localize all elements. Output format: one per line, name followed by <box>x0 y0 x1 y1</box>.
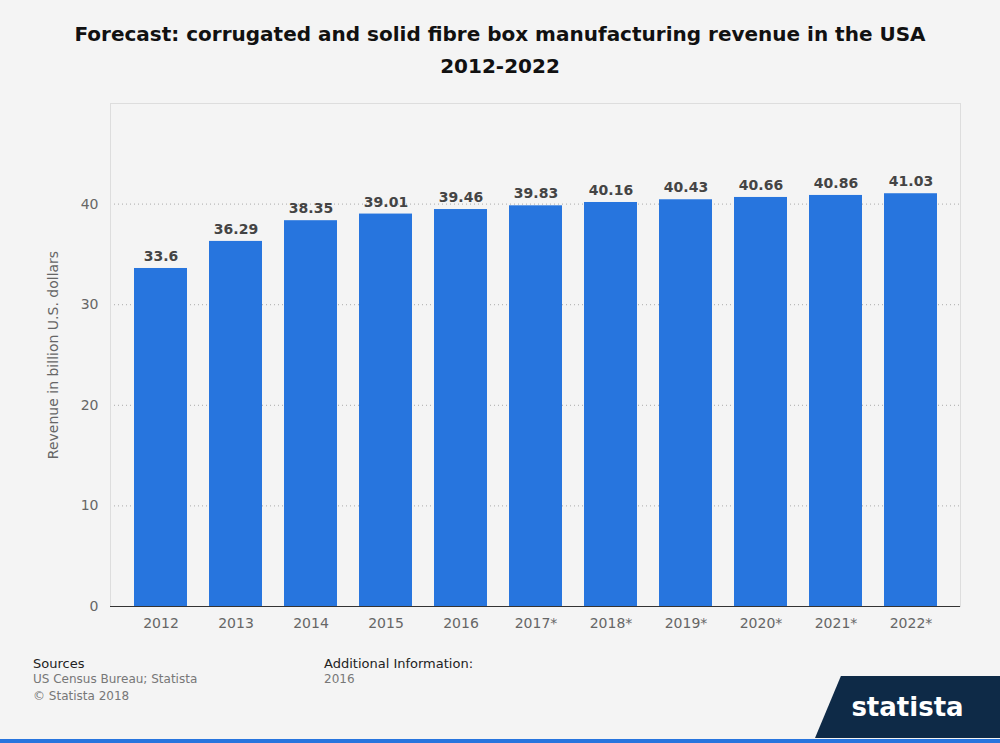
svg-text:33.6: 33.6 <box>144 248 179 264</box>
html-text:US Census Bureau; Statista: US Census Bureau; Statista <box>33 672 198 686</box>
svg-text:2018*: 2018* <box>590 615 633 631</box>
svg-text:20: 20 <box>81 397 99 413</box>
html-text:Additional Information:: Additional Information: <box>324 656 473 671</box>
html-text:Sources: Sources <box>33 656 85 671</box>
svg-text:10: 10 <box>81 497 99 513</box>
svg-text:40.86: 40.86 <box>814 175 858 191</box>
svg-text:40.66: 40.66 <box>739 177 783 193</box>
svg-text:38.35: 38.35 <box>289 200 333 216</box>
svg-text:2015: 2015 <box>368 615 404 631</box>
svg-text:2013: 2013 <box>218 615 254 631</box>
svg-text:2017*: 2017* <box>515 615 558 631</box>
svg-text:39.01: 39.01 <box>364 194 408 210</box>
svg-text:40.43: 40.43 <box>664 179 708 195</box>
svg-text:40: 40 <box>81 196 99 212</box>
svg-text:2022*: 2022* <box>890 615 933 631</box>
html-text:© Statista 2018: © Statista 2018 <box>33 689 130 703</box>
html-text:statista: statista <box>851 692 964 722</box>
svg-text:2019*: 2019* <box>665 615 708 631</box>
svg-text:39.46: 39.46 <box>439 189 483 205</box>
svg-text:30: 30 <box>81 296 99 312</box>
svg-text:0: 0 <box>90 598 99 614</box>
svg-text:39.83: 39.83 <box>514 185 558 201</box>
svg-text:2020*: 2020* <box>740 615 783 631</box>
svg-text:2012: 2012 <box>143 615 179 631</box>
svg-text:Revenue in billion U.S. dollar: Revenue in billion U.S. dollars <box>45 251 61 459</box>
svg-text:36.29: 36.29 <box>214 221 258 237</box>
svg-text:40.16: 40.16 <box>589 182 633 198</box>
svg-text:2014: 2014 <box>293 615 329 631</box>
svg-text:2016: 2016 <box>443 615 479 631</box>
svg-text:2021*: 2021* <box>815 615 858 631</box>
html-text:2016: 2016 <box>324 672 355 686</box>
svg-text:41.03: 41.03 <box>889 173 933 189</box>
html-text:Forecast: corrugated and solid: Forecast: corrugated and solid fibre box… <box>74 22 926 78</box>
